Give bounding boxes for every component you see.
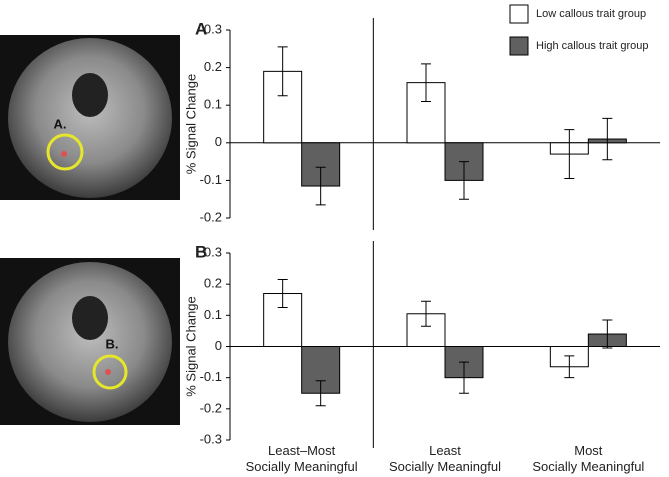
y-tick-label: 0.3 bbox=[204, 21, 222, 36]
y-tick-label: -0.2 bbox=[200, 400, 222, 415]
y-tick-label: -0.1 bbox=[200, 369, 222, 384]
y-axis-label: % Signal Change bbox=[183, 74, 198, 174]
x-tick-label: Least Socially Meaningful bbox=[388, 443, 501, 474]
error-bar bbox=[459, 161, 469, 200]
y-tick-label: -0.1 bbox=[200, 172, 222, 187]
y-tick-label: -0.3 bbox=[200, 431, 222, 446]
error-bar bbox=[564, 129, 575, 180]
y-tick-label: 0.3 bbox=[204, 244, 222, 259]
error-bar bbox=[315, 380, 326, 407]
error-bar bbox=[602, 319, 613, 349]
error-bar bbox=[421, 63, 431, 102]
error-bar bbox=[315, 166, 326, 206]
y-tick-label: 0 bbox=[215, 134, 222, 149]
error-bar bbox=[602, 117, 613, 161]
panel-label: B bbox=[195, 242, 207, 261]
error-bar bbox=[277, 278, 288, 309]
y-axis-label: % Signal Change bbox=[183, 296, 198, 396]
y-tick-label: 0.1 bbox=[204, 307, 222, 322]
legend-swatch bbox=[509, 36, 529, 56]
brain-image-a: A. bbox=[0, 35, 180, 200]
x-tick-label: Most Socially Meaningful bbox=[532, 443, 645, 474]
x-tick-label: Least–Most Socially Meaningful bbox=[245, 443, 358, 474]
error-bar bbox=[277, 46, 288, 97]
legend-label: High callous trait group bbox=[536, 40, 649, 52]
brain-image-b: B. bbox=[0, 258, 180, 425]
legend-label: Low callous trait group bbox=[536, 8, 646, 20]
image-label: B. bbox=[106, 336, 119, 351]
error-bar bbox=[421, 300, 431, 327]
y-tick-label: 0.2 bbox=[204, 276, 222, 291]
y-tick-label: -0.2 bbox=[200, 209, 222, 224]
legend-swatch bbox=[509, 4, 529, 24]
y-tick-label: 0.1 bbox=[204, 97, 222, 112]
y-tick-label: 0.2 bbox=[204, 59, 222, 74]
error-bar bbox=[564, 355, 575, 379]
panel-label: A bbox=[195, 19, 207, 38]
y-tick-label: 0 bbox=[215, 338, 222, 353]
image-label: A. bbox=[54, 116, 67, 131]
error-bar bbox=[459, 361, 469, 394]
